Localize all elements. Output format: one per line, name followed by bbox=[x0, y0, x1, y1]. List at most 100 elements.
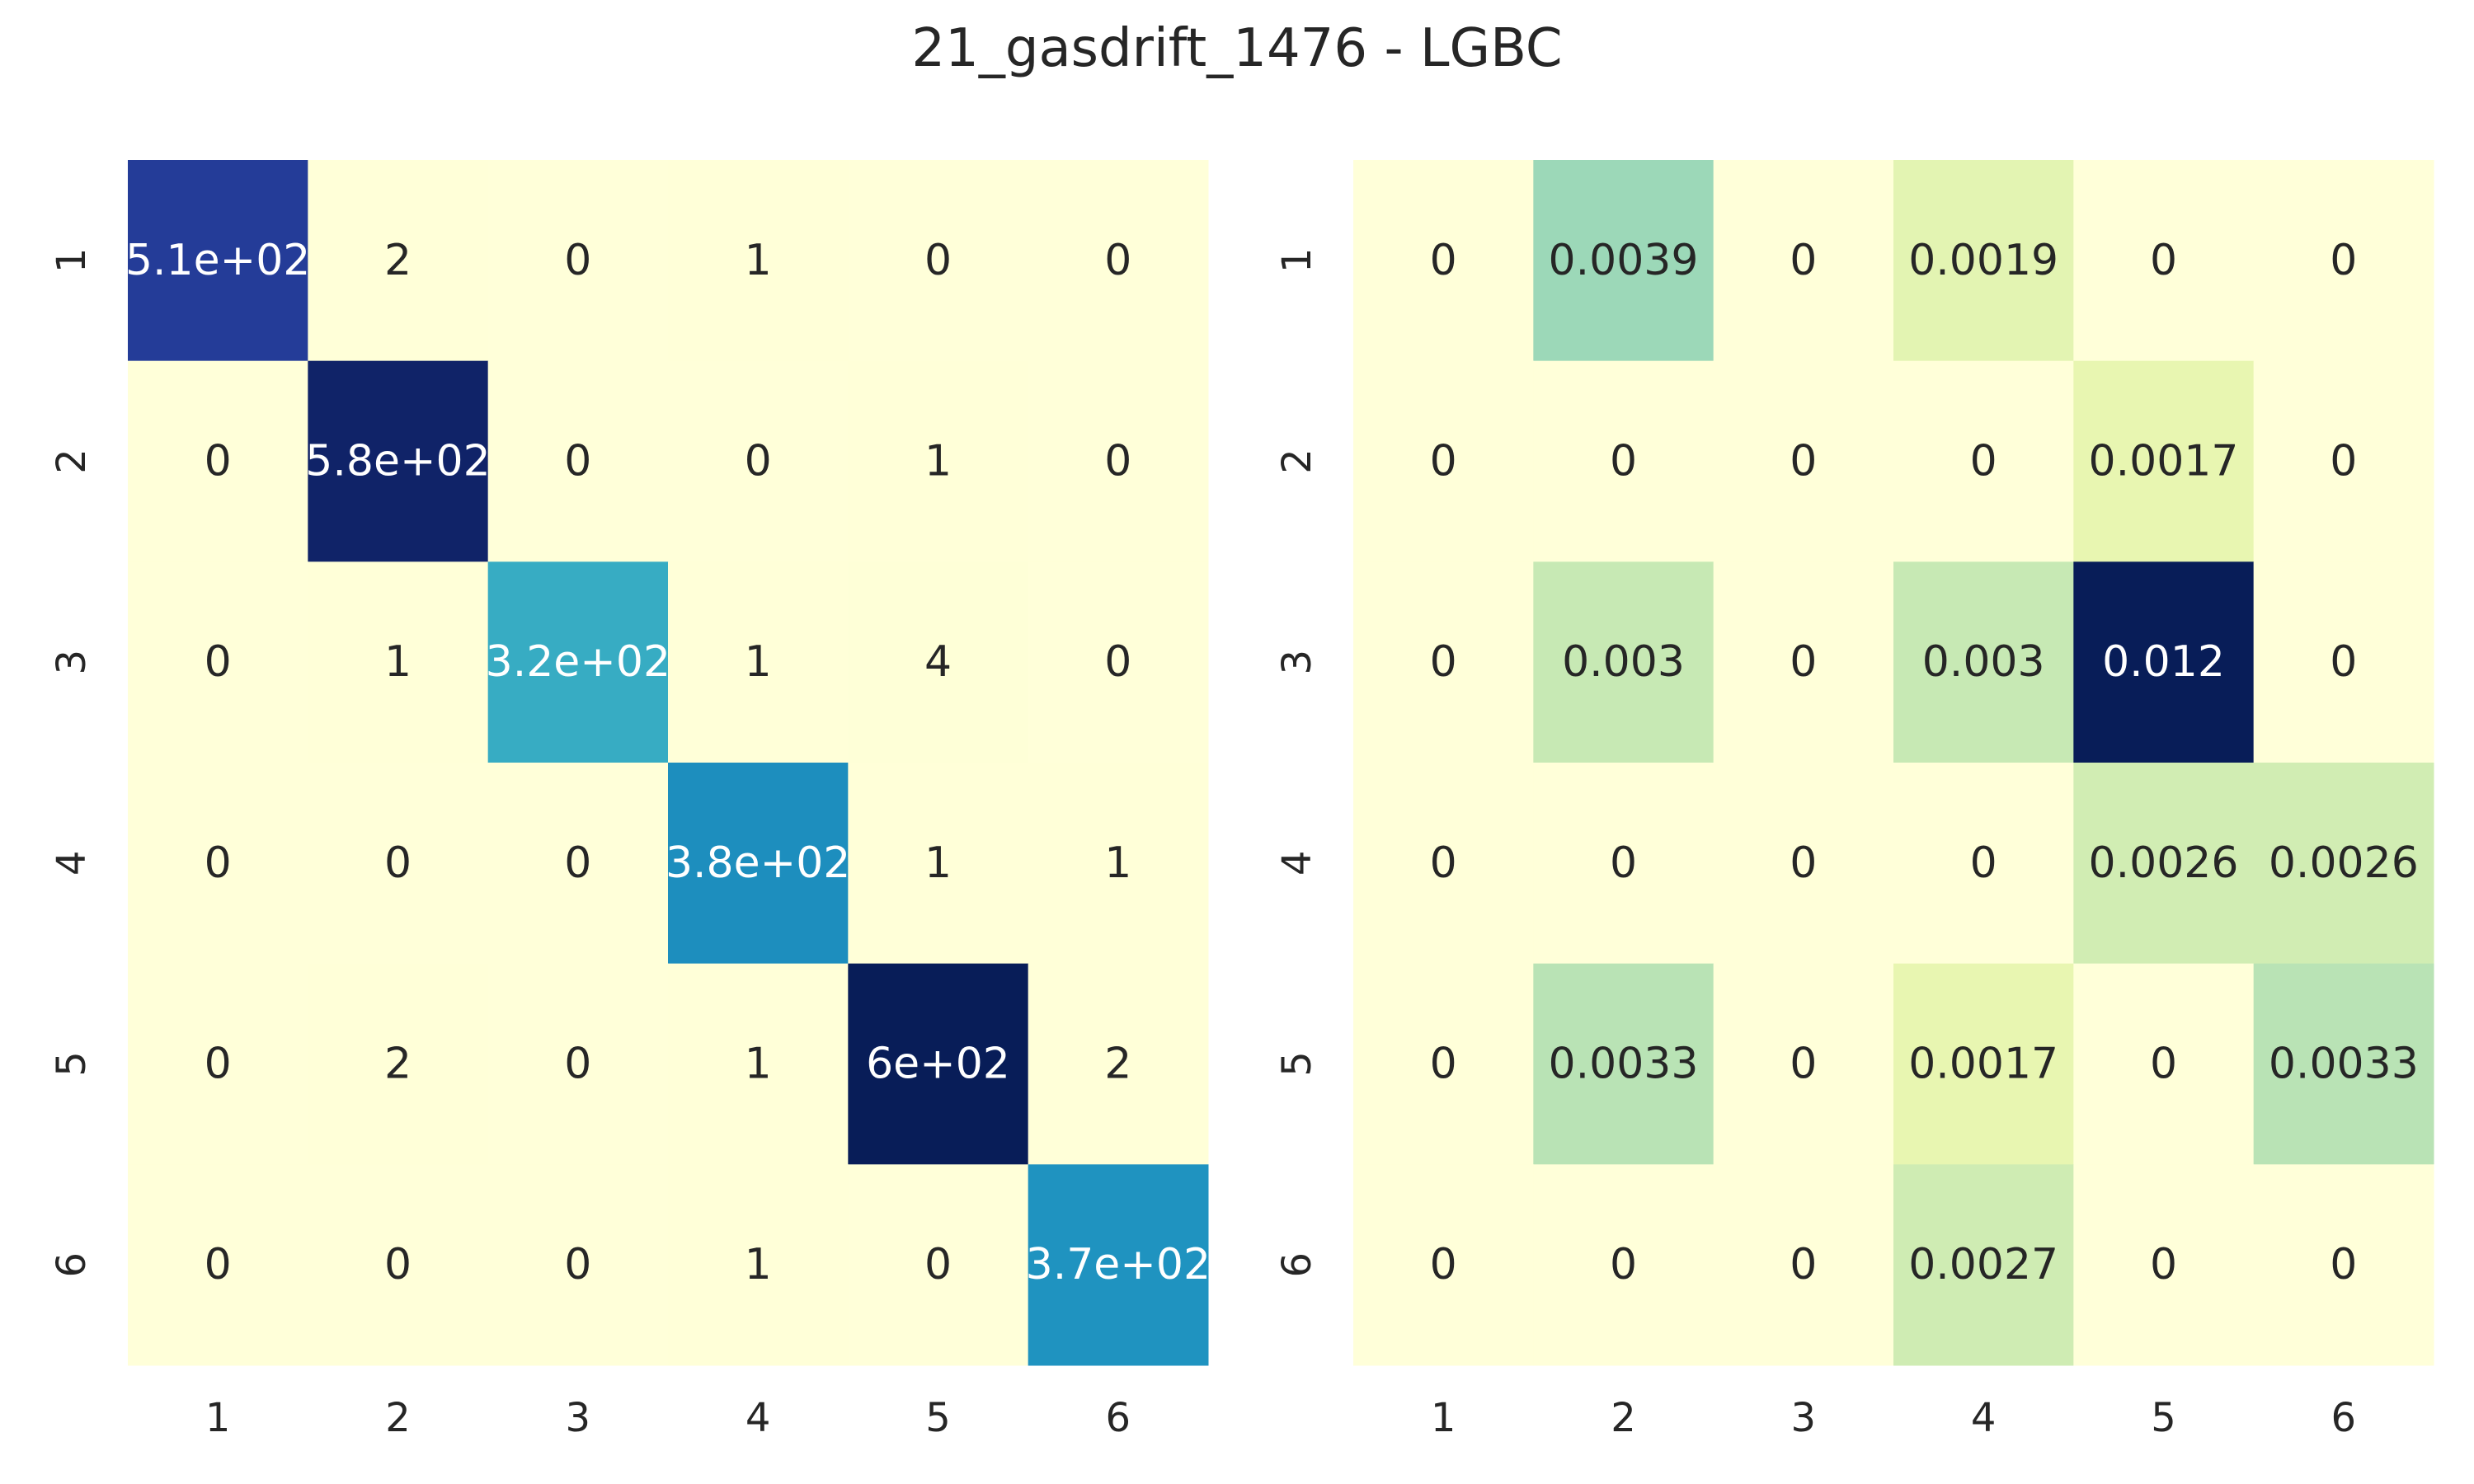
y-tick-label: 5 bbox=[49, 1051, 95, 1077]
cell-value-label: 0 bbox=[745, 437, 772, 486]
cell-value-label: 0.003 bbox=[1562, 637, 1685, 687]
cell-value-label: 0 bbox=[384, 1240, 412, 1289]
cell-value-label: 0 bbox=[564, 838, 591, 888]
cell-value-label: 4 bbox=[924, 637, 952, 687]
heatmap-cell bbox=[1028, 963, 1209, 1165]
heatmap-cell bbox=[1713, 763, 1894, 965]
cell-value-label: 0 bbox=[205, 1040, 232, 1089]
cell-value-label: 0 bbox=[924, 236, 952, 285]
y-tick-label: 6 bbox=[1274, 1252, 1320, 1278]
heatmap-cell bbox=[848, 763, 1029, 965]
cell-value-label: 0 bbox=[205, 437, 232, 486]
cell-value-label: 0.0017 bbox=[2089, 437, 2239, 486]
cell-value-label: 1 bbox=[745, 637, 772, 687]
cell-value-label: 0.0017 bbox=[1908, 1040, 2058, 1089]
cell-value-label: 0.0026 bbox=[2089, 838, 2239, 888]
heatmap-cell bbox=[1028, 160, 1209, 362]
x-tick-label: 3 bbox=[1791, 1395, 1817, 1441]
cell-value-label: 0 bbox=[1790, 236, 1817, 285]
y-tick-label: 3 bbox=[49, 650, 95, 675]
heatmap-cell bbox=[487, 160, 669, 362]
cell-value-label: 2 bbox=[384, 236, 412, 285]
x-tick-label: 6 bbox=[2331, 1395, 2357, 1441]
heatmap-cell bbox=[668, 763, 849, 965]
cell-value-label: 0 bbox=[1970, 437, 1997, 486]
cell-value-label: 0 bbox=[2330, 1240, 2357, 1289]
x-tick-label: 5 bbox=[2151, 1395, 2176, 1441]
cell-value-label: 0 bbox=[924, 1240, 952, 1289]
heatmap-cell bbox=[128, 360, 308, 562]
heatmap-cell bbox=[2073, 763, 2255, 965]
cell-value-label: 0 bbox=[1970, 838, 1997, 888]
heatmap-cell bbox=[1893, 360, 2074, 562]
cell-value-label: 0 bbox=[2330, 637, 2357, 687]
y-tick-label: 1 bbox=[49, 248, 95, 274]
cell-value-label: 0 bbox=[1430, 838, 1457, 888]
heatmap-cell bbox=[1533, 561, 1714, 763]
x-tick-label: 2 bbox=[385, 1395, 411, 1441]
heatmap-cell bbox=[128, 160, 308, 362]
cell-value-label: 0 bbox=[1610, 838, 1637, 888]
heatmap-cell bbox=[2073, 360, 2255, 562]
heatmap-cell bbox=[848, 160, 1029, 362]
heatmap-cell bbox=[128, 1164, 308, 1366]
y-tick-label: 4 bbox=[1274, 851, 1320, 876]
heatmap-cell bbox=[1533, 963, 1714, 1165]
heatmap-cell bbox=[487, 763, 669, 965]
heatmap-cell bbox=[487, 561, 669, 763]
cell-value-label: 0 bbox=[205, 838, 232, 888]
heatmap-cell bbox=[487, 1164, 669, 1366]
cell-value-label: 0 bbox=[1104, 637, 1131, 687]
heatmap-cell bbox=[1353, 561, 1534, 763]
heatmap-cell bbox=[668, 561, 849, 763]
cell-value-label: 0.0026 bbox=[2269, 838, 2419, 888]
heatmap-cell bbox=[128, 963, 308, 1165]
x-tick-label: 3 bbox=[566, 1395, 591, 1441]
x-tick-label: 5 bbox=[925, 1395, 951, 1441]
cell-value-label: 0.012 bbox=[2102, 637, 2225, 687]
heatmap-cell bbox=[1893, 1164, 2074, 1366]
heatmap-cell bbox=[487, 963, 669, 1165]
y-tick-label: 2 bbox=[1274, 448, 1320, 474]
heatmap-cell bbox=[308, 160, 489, 362]
cell-value-label: 5.8e+02 bbox=[305, 437, 490, 486]
cell-value-label: 0 bbox=[564, 236, 591, 285]
cell-value-label: 0 bbox=[1610, 437, 1637, 486]
x-tick-label: 1 bbox=[1431, 1395, 1456, 1441]
cell-value-label: 3.8e+02 bbox=[666, 838, 850, 888]
cell-value-label: 3.2e+02 bbox=[486, 637, 670, 687]
heatmap-cell bbox=[2253, 963, 2434, 1165]
cell-value-label: 0 bbox=[1790, 437, 1817, 486]
cell-value-label: 0.0019 bbox=[1908, 236, 2058, 285]
x-tick-label: 4 bbox=[745, 1395, 771, 1441]
heatmap-cell bbox=[668, 1164, 849, 1366]
cell-value-label: 6e+02 bbox=[866, 1040, 1010, 1089]
heatmap-cell bbox=[668, 360, 849, 562]
heatmap-cell bbox=[848, 963, 1029, 1165]
heatmap-cell bbox=[1713, 1164, 1894, 1366]
cell-value-label: 1 bbox=[384, 637, 412, 687]
heatmap-cell bbox=[1893, 763, 2074, 965]
cell-value-label: 1 bbox=[924, 838, 952, 888]
heatmap-cell bbox=[1713, 160, 1894, 362]
heatmap-cell bbox=[2073, 1164, 2255, 1366]
heatmap-cell bbox=[308, 561, 489, 763]
cell-value-label: 5.1e+02 bbox=[125, 236, 310, 285]
cell-value-label: 0 bbox=[564, 1040, 591, 1089]
heatmap-cell bbox=[1353, 1164, 1534, 1366]
cell-value-label: 1 bbox=[1104, 838, 1131, 888]
cell-value-label: 0 bbox=[384, 838, 412, 888]
heatmap-cell bbox=[848, 561, 1029, 763]
x-tick-label: 6 bbox=[1106, 1395, 1131, 1441]
heatmap-cell bbox=[668, 160, 849, 362]
cell-value-label: 0 bbox=[2150, 236, 2177, 285]
heatmap-cell bbox=[128, 561, 308, 763]
heatmap-cell bbox=[1353, 160, 1534, 362]
heatmap-cell bbox=[1533, 1164, 1714, 1366]
heatmap-cell bbox=[1533, 763, 1714, 965]
heatmap-cell bbox=[848, 1164, 1029, 1366]
heatmap-cell bbox=[128, 763, 308, 965]
heatmap-cell bbox=[1533, 160, 1714, 362]
